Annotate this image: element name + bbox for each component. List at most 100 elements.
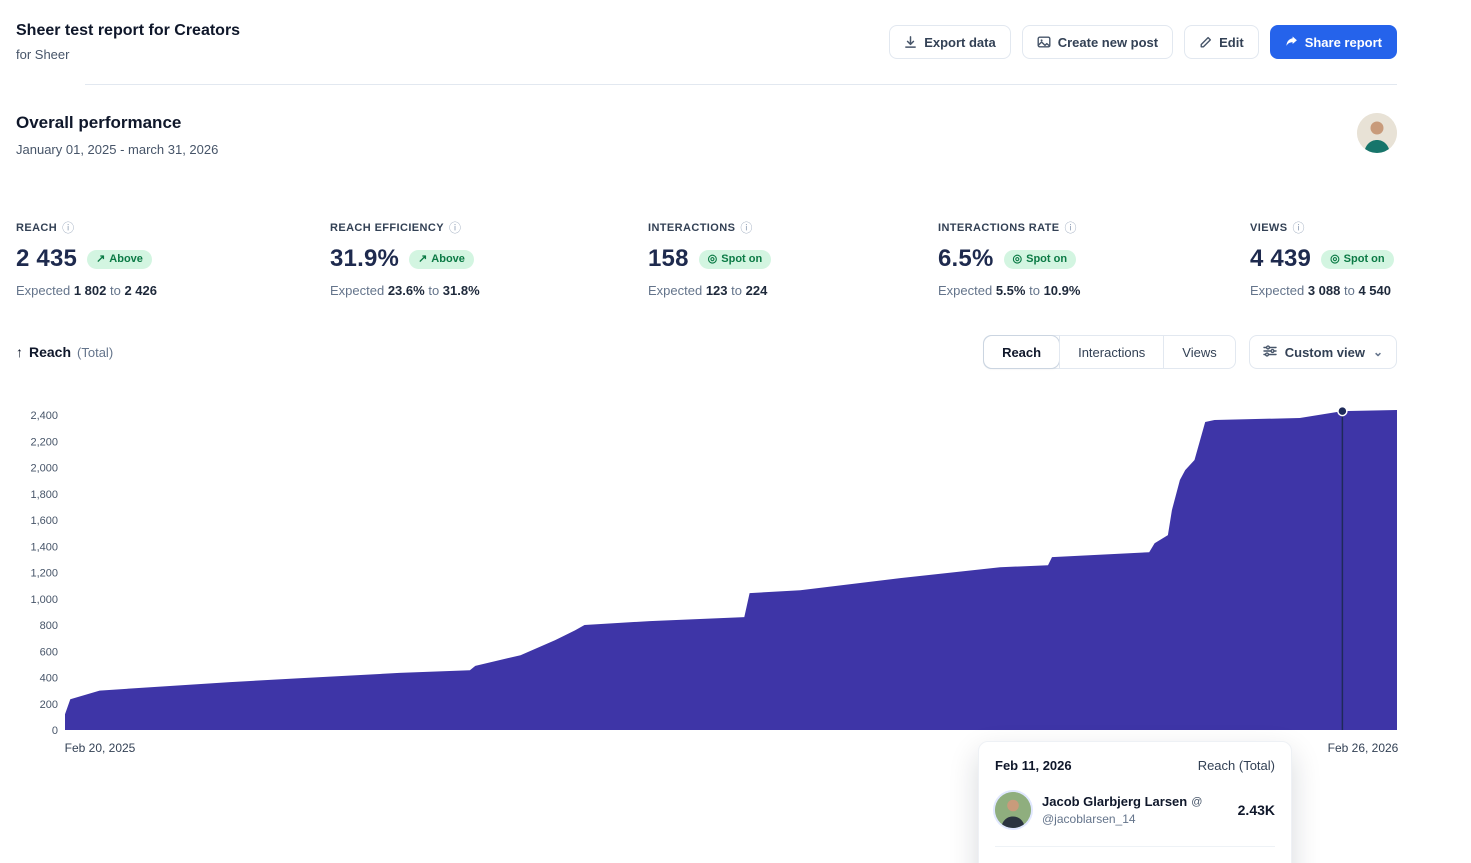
kpi-expected: Expected 3 088 to 4 540 [1250, 283, 1392, 298]
status-badge: ◎ Spot on [1321, 249, 1394, 269]
y-axis-tick: 400 [40, 673, 58, 685]
status-badge: ↗ Above [409, 249, 474, 269]
chart-block: 0 200 400 600 800 1,000 1,200 1,400 1,600 1,800 2,… [0, 405, 1471, 795]
badge-label: Spot on [1343, 252, 1385, 265]
tab-views[interactable]: Views [1163, 336, 1235, 368]
chevron-down-icon: ⌄ [1372, 345, 1383, 359]
y-axis-tick: 2,400 [30, 410, 58, 422]
kpi-value: 158 [648, 245, 689, 272]
download-icon [904, 35, 917, 49]
pencil-icon [1199, 36, 1212, 49]
kpi-interactions-rate: INTERACTIONS RATE ⓘ 6.5% ◎ Spot on Expecte… [938, 219, 1080, 298]
creator-avatar[interactable] [1357, 113, 1397, 153]
target-icon: ◎ [707, 252, 718, 265]
edit-button[interactable]: Edit [1184, 25, 1259, 59]
page-title: Sheer test report for Creators [16, 22, 241, 39]
share-report-button[interactable]: Share report [1269, 25, 1397, 59]
kpi-value: 2 435 [16, 245, 78, 272]
trend-up-icon: ↗ [418, 252, 428, 265]
report-title-block: Sheer test report for Creators for Sheer [16, 22, 240, 62]
info-icon[interactable]: ⓘ [448, 221, 462, 235]
info-icon[interactable]: ⓘ [62, 221, 75, 235]
status-badge: ↗ Above [87, 249, 152, 269]
tooltip-handle: @jacoblarsen_14 [1042, 812, 1136, 826]
x-axis-label-start: Feb 20, 2025 [64, 741, 136, 755]
kpi-reach: REACH ⓘ 2 435 ↗ Above Expected 1 802 to 2 … [16, 219, 157, 298]
tooltip-date: Feb 11, 2026 [995, 758, 1072, 773]
kpi-value: 6.5% [938, 245, 994, 272]
custom-view-label: Custom view [1284, 344, 1365, 360]
threads-icon: @ [1191, 795, 1203, 808]
y-axis-tick: 200 [40, 699, 58, 711]
kpi-label: VIEWS [1250, 221, 1288, 234]
reach-area-fill [65, 410, 1397, 730]
kpi-expected: Expected 123 to 224 [648, 283, 768, 298]
create-new-post-label: Create new post [1057, 34, 1159, 50]
y-axis-tick: 1,600 [30, 515, 58, 527]
y-axis-tick: 1,200 [30, 568, 58, 580]
kpi-label: REACH [16, 221, 58, 234]
y-axis-tick: 1,400 [30, 541, 58, 553]
y-axis-tick: 0 [52, 725, 58, 735]
y-axis-tick: 2,000 [30, 463, 58, 475]
y-axis-tick: 600 [40, 646, 58, 658]
trend-up-icon: ↗ [96, 252, 106, 265]
kpi-value: 31.9% [330, 245, 400, 272]
metric-tabs: Reach Interactions Views [983, 335, 1236, 369]
kpi-label: INTERACTIONS RATE [938, 221, 1060, 234]
kpi-views: VIEWS ⓘ 4 439 ◎ Spot on Expected 3 088 to … [1250, 219, 1394, 298]
tab-interactions[interactable]: Interactions [1059, 336, 1164, 368]
chart-controls-right: Reach Interactions Views Custom view ⌄ [983, 335, 1397, 369]
kpi-value: 4 439 [1250, 245, 1312, 272]
info-icon[interactable]: ⓘ [740, 221, 753, 235]
target-icon: ◎ [1012, 252, 1023, 265]
chart-metric[interactable]: ↑ Reach (Total) [16, 344, 113, 360]
header-actions: Export data Create new post Edit Share r… [889, 25, 1397, 59]
share-arrow-icon [1285, 36, 1298, 49]
chart-tooltip: Feb 11, 2026 Reach (Total) Jacob Glarbje… [978, 741, 1292, 863]
kpi-label: INTERACTIONS [648, 221, 736, 234]
tooltip-name: Jacob Glarbjerg Larsen [1042, 794, 1188, 809]
status-badge: ◎ Spot on [1003, 249, 1077, 269]
tooltip-avatar [995, 792, 1031, 828]
page-subtitle: for Sheer [16, 47, 70, 62]
info-icon[interactable]: ⓘ [1064, 221, 1077, 235]
arrow-up-icon: ↑ [16, 344, 23, 360]
y-axis-tick: 1,000 [30, 594, 58, 606]
header-divider [85, 84, 1397, 85]
export-data-button[interactable]: Export data [889, 25, 1011, 59]
kpi-reach-efficiency: REACH EFFICIENCY ⓘ 31.9% ↗ Above Expected … [330, 219, 480, 298]
chart-controls: ↑ Reach (Total) Reach Interactions Views… [0, 335, 1471, 369]
kpi-expected: Expected 5.5% to 10.9% [938, 283, 1081, 298]
target-icon: ◎ [1330, 252, 1340, 265]
tooltip-person: Jacob Glarbjerg Larsen @ @jacoblarsen_14 [1042, 794, 1230, 826]
metric-suffix: (Total) [77, 344, 114, 360]
y-axis-tick: 1,800 [30, 489, 58, 501]
reach-area-chart[interactable]: 0 200 400 600 800 1,000 1,200 1,400 1,600 1,800 2,… [0, 405, 1471, 735]
tab-reach[interactable]: Reach [984, 336, 1060, 368]
custom-view-dropdown[interactable]: Custom view ⌄ [1248, 335, 1397, 369]
tooltip-series: Reach (Total) [1197, 758, 1275, 773]
x-axis-label-end: Feb 26, 2026 [1327, 741, 1399, 755]
report-header: Sheer test report for Creators for Sheer… [0, 0, 1471, 62]
status-badge: ◎ Spot on [698, 249, 772, 269]
y-axis-tick: 2,200 [30, 436, 58, 448]
y-axis-tick: 800 [40, 620, 58, 632]
kpi-row: REACH ⓘ 2 435 ↗ Above Expected 1 802 to 2 … [0, 219, 1471, 298]
tooltip-footer-divider [995, 846, 1275, 863]
tooltip-value: 2.43K [1237, 802, 1275, 818]
edit-label: Edit [1219, 34, 1244, 50]
overview-title: Overall performance [16, 113, 182, 132]
overview-date-range: January 01, 2025 - march 31, 2026 [16, 142, 219, 157]
badge-label: Spot on [721, 252, 763, 265]
overview-title-block: Overall performance January 01, 2025 - m… [16, 113, 218, 157]
info-icon[interactable]: ⓘ [1292, 221, 1305, 235]
kpi-label: REACH EFFICIENCY [330, 221, 444, 234]
post-image-icon [1037, 35, 1051, 49]
create-new-post-button[interactable]: Create new post [1021, 25, 1174, 59]
overview-section: Overall performance January 01, 2025 - m… [0, 85, 1471, 157]
metric-name: Reach [29, 344, 72, 360]
sliders-icon [1263, 344, 1277, 361]
badge-label: Spot on [1026, 252, 1068, 265]
